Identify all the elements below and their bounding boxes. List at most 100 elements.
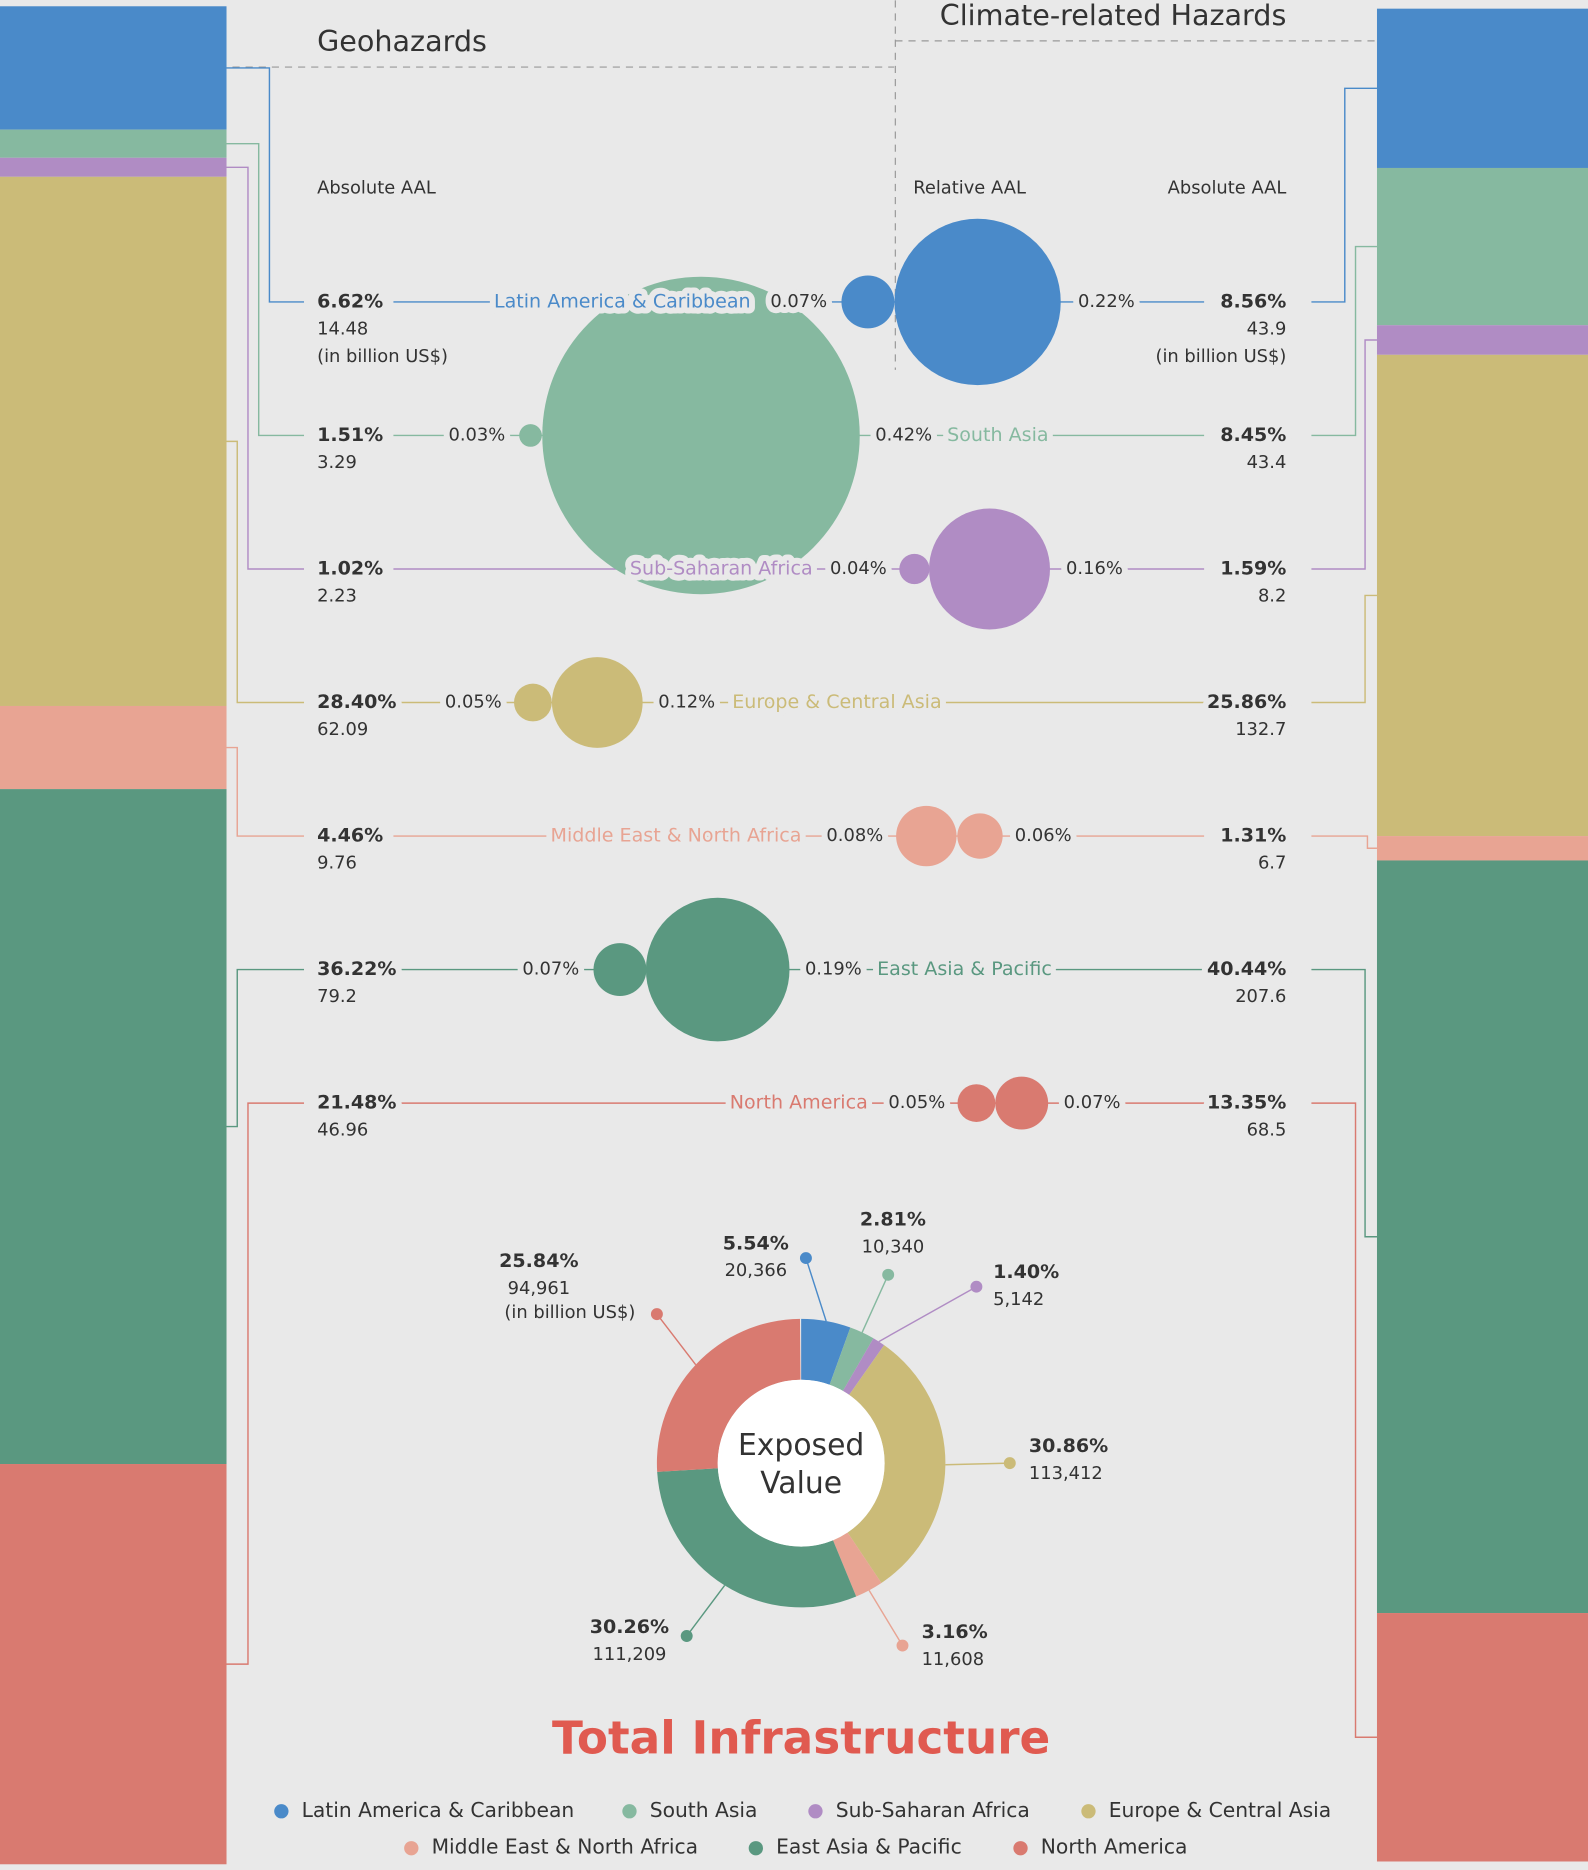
leader-dot — [970, 1280, 983, 1293]
connector — [226, 67, 305, 303]
bubble-climate — [551, 657, 643, 748]
leader-dot — [896, 1639, 909, 1652]
bubble-climate — [995, 1076, 1049, 1130]
legend-label: North America — [1041, 1835, 1188, 1859]
aal-label: 43.9 — [1247, 318, 1287, 339]
stack-segment — [1376, 8, 1588, 168]
bubble-geo — [593, 943, 647, 997]
aal-label: 8.2 — [1258, 585, 1286, 606]
donut-share-label: 1.40% — [993, 1261, 1059, 1283]
legend-label: Middle East & North Africa — [432, 1835, 699, 1859]
stack-segment — [0, 705, 227, 790]
donut-value-label: 10,340 — [862, 1236, 925, 1257]
bubble-geo — [896, 805, 957, 867]
region-label: East Asia & Pacific — [877, 958, 1052, 980]
relative-label: 0.05% — [445, 692, 502, 713]
connector — [1311, 339, 1377, 570]
marks — [0, 6, 1588, 1865]
share-label: 1.31% — [1220, 825, 1286, 847]
legend-swatch — [404, 1841, 419, 1856]
leader-line — [868, 1590, 904, 1646]
share-label: 28.40% — [317, 691, 396, 713]
donut-share-label: 5.54% — [723, 1232, 789, 1254]
region-label: Latin America & Caribbean — [494, 290, 751, 312]
donut-share-label: 2.81% — [860, 1208, 926, 1230]
donut-center: Value — [760, 1466, 842, 1501]
donut-value-label: 11,608 — [922, 1649, 985, 1670]
connector — [226, 1102, 305, 1665]
legend-swatch — [1013, 1841, 1028, 1856]
stack-segment — [1376, 860, 1588, 1614]
leader-dot — [882, 1268, 895, 1281]
connector — [1311, 1102, 1377, 1738]
legend-swatch — [748, 1841, 764, 1856]
aal-label: 207.6 — [1235, 986, 1286, 1007]
donut-share-label: 30.26% — [590, 1616, 669, 1638]
relative-label: 0.42% — [875, 424, 932, 445]
donut-segment — [847, 1345, 946, 1584]
bubble-geo — [957, 1084, 996, 1122]
aal-label: 132.7 — [1235, 719, 1286, 740]
connector — [1311, 968, 1377, 1238]
donut-center: Exposed — [738, 1428, 864, 1463]
section-label: Climate-related Hazards — [940, 0, 1287, 32]
relative-label: 0.07% — [1064, 1092, 1121, 1113]
legend-label: Latin America & Caribbean — [302, 1798, 575, 1822]
share-label: 36.22% — [317, 958, 396, 980]
share-label: 1.02% — [317, 557, 383, 579]
stack-segment — [0, 789, 227, 1465]
aal-label: 2.23 — [317, 585, 357, 606]
unit-label: (in billion US$) — [504, 1302, 635, 1323]
bubble-climate — [894, 218, 1061, 386]
share-label: 1.59% — [1220, 557, 1286, 579]
connector — [226, 166, 305, 570]
aal-label: 14.48 — [317, 318, 368, 339]
legend-label: East Asia & Pacific — [776, 1835, 962, 1859]
leader-dot — [1003, 1457, 1016, 1470]
stack-segment — [0, 1464, 227, 1865]
donut-share-label: 3.16% — [922, 1621, 988, 1643]
stack-segment — [0, 6, 227, 130]
connector — [1311, 245, 1377, 437]
stack-segment — [1376, 325, 1588, 355]
donut-value-label: 20,366 — [725, 1260, 788, 1281]
unit-label: (in billion US$) — [1155, 346, 1286, 367]
column-label: Relative AAL — [913, 178, 1026, 199]
share-label: 40.44% — [1207, 958, 1286, 980]
relative-label: 0.03% — [448, 424, 505, 445]
leader-line — [686, 1584, 726, 1637]
column-label: Absolute AAL — [317, 178, 436, 199]
aal-label: 9.76 — [317, 852, 357, 873]
bubble-geo — [899, 553, 930, 585]
legend-swatch — [808, 1804, 823, 1819]
relative-label: 0.16% — [1066, 558, 1123, 579]
stack-segment — [1376, 167, 1588, 326]
relative-label: 0.07% — [522, 959, 579, 980]
aal-label: 62.09 — [317, 719, 368, 740]
chart-title: Total Infrastructure — [552, 1711, 1050, 1764]
donut-segment — [832, 1532, 882, 1597]
share-label: 13.35% — [1207, 1092, 1286, 1114]
donut-value-label: 94,961 — [508, 1278, 571, 1299]
leader-dot — [680, 1630, 693, 1642]
stack-segment — [0, 157, 227, 177]
donut-segment — [829, 1327, 874, 1391]
stack-segment — [1376, 1613, 1588, 1862]
aal-label: 6.7 — [1258, 852, 1286, 873]
share-label: 6.62% — [317, 290, 383, 312]
aal-label: 46.96 — [317, 1120, 368, 1141]
connectors — [226, 67, 1377, 1738]
region-label: North America — [730, 1092, 868, 1114]
bubble-climate — [645, 897, 790, 1042]
bubble-geo — [841, 275, 895, 329]
legend-swatch — [622, 1804, 637, 1819]
legend-label: South Asia — [650, 1798, 758, 1822]
unit-label: (in billion US$) — [317, 346, 448, 367]
connector — [226, 968, 305, 1128]
labels: Latin America & Caribbean 0.07% 0.22% 6.62%… — [274, 284, 1331, 1859]
region-label: Middle East & North Africa — [551, 825, 802, 847]
relative-label: 0.12% — [658, 692, 715, 713]
